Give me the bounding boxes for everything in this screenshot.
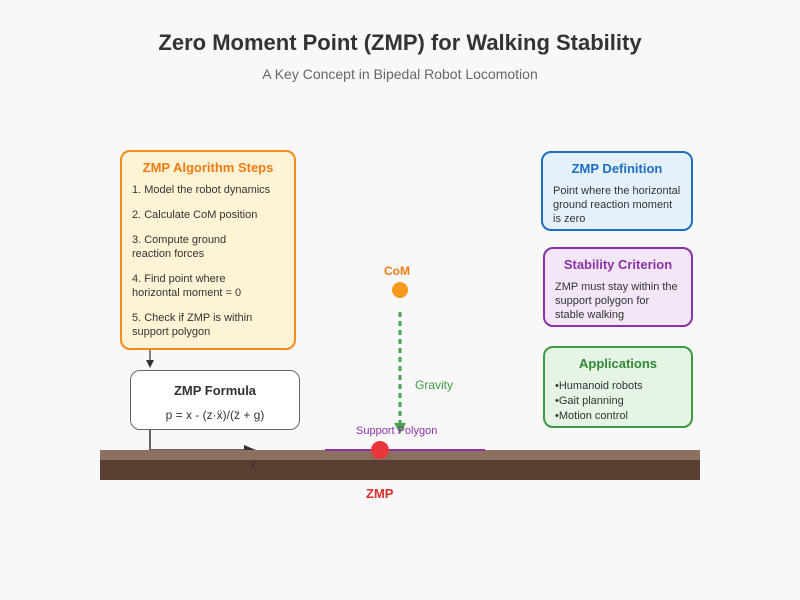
algorithm-steps-list: 1. Model the robot dynamics 2. Calculate…: [132, 183, 284, 339]
algorithm-step: 3. Compute ground reaction forces: [132, 234, 227, 260]
x-axis-label: x: [250, 459, 256, 471]
criterion-text: ZMP must stay within the support polygon…: [555, 281, 678, 321]
definition-title: ZMP Definition: [571, 161, 663, 176]
applications-title: Applications: [578, 356, 657, 371]
application-item: Humanoid robots: [555, 379, 681, 394]
definition-text: Point where the horizontal ground reacti…: [553, 185, 681, 225]
x-axis-line: [149, 430, 252, 451]
gravity-arrowhead: [394, 423, 406, 434]
applications-list: Humanoid robots Gait planning Motion con…: [555, 379, 681, 424]
support-polygon-label: Support Polygon: [356, 425, 438, 437]
formula-title: ZMP Formula: [173, 383, 257, 398]
page-title: Zero Moment Point (ZMP) for Walking Stab…: [158, 30, 642, 55]
applications-box: Applications Humanoid robots Gait planni…: [543, 346, 693, 428]
zmp-definition-box: ZMP Definition Point where the horizonta…: [541, 151, 693, 231]
algorithm-steps-box: ZMP Algorithm Steps 1. Model the robot d…: [120, 150, 296, 350]
ground-surface: [100, 450, 700, 460]
algorithm-step: 2. Calculate CoM position: [132, 209, 258, 221]
formula-text: p = x - (z·ẍ)/(z̈ + g): [165, 408, 265, 422]
stability-criterion-box: Stability Criterion ZMP must stay within…: [543, 247, 693, 327]
algorithm-step: 1. Model the robot dynamics: [132, 184, 271, 196]
ground-base: [100, 460, 700, 480]
com-label: CoM: [384, 264, 410, 278]
gravity-label: Gravity: [415, 378, 454, 392]
zmp-label: ZMP: [366, 486, 394, 501]
connector-arrowhead: [146, 360, 154, 368]
com-marker: [392, 282, 408, 298]
algorithm-steps-title: ZMP Algorithm Steps: [142, 160, 274, 175]
algorithm-step: 4. Find point where horizontal moment = …: [132, 273, 242, 299]
application-item: Motion control: [555, 409, 681, 424]
algorithm-step: 5. Check if ZMP is within support polygo…: [132, 312, 253, 338]
zmp-marker: [371, 441, 389, 459]
zmp-formula-box: ZMP Formula p = x - (z·ẍ)/(z̈ + g): [130, 370, 300, 430]
page-subtitle: A Key Concept in Bipedal Robot Locomotio…: [262, 66, 538, 82]
application-item: Gait planning: [555, 394, 681, 409]
criterion-title: Stability Criterion: [563, 257, 673, 272]
